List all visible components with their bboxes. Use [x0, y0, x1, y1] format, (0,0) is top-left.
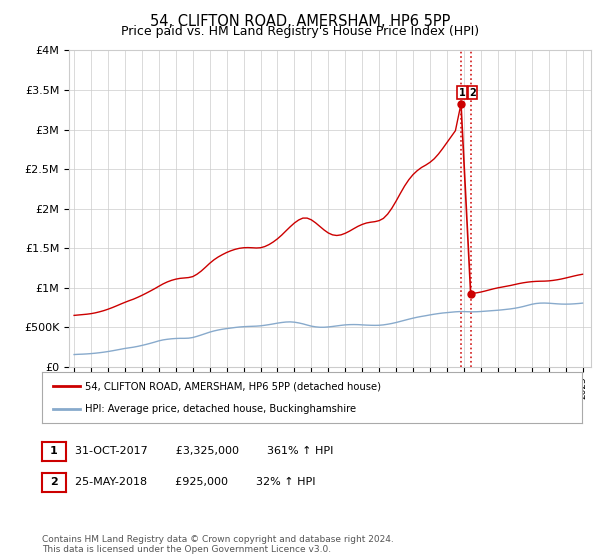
Text: 2: 2 — [469, 88, 476, 98]
Text: 54, CLIFTON ROAD, AMERSHAM, HP6 5PP (detached house): 54, CLIFTON ROAD, AMERSHAM, HP6 5PP (det… — [85, 381, 381, 391]
Text: 25-MAY-2018        £925,000        32% ↑ HPI: 25-MAY-2018 £925,000 32% ↑ HPI — [75, 477, 316, 487]
Text: 54, CLIFTON ROAD, AMERSHAM, HP6 5PP: 54, CLIFTON ROAD, AMERSHAM, HP6 5PP — [150, 14, 450, 29]
Text: 1: 1 — [50, 446, 58, 456]
Text: 2: 2 — [50, 477, 58, 487]
Text: HPI: Average price, detached house, Buckinghamshire: HPI: Average price, detached house, Buck… — [85, 404, 356, 414]
Text: 31-OCT-2017        £3,325,000        361% ↑ HPI: 31-OCT-2017 £3,325,000 361% ↑ HPI — [75, 446, 334, 456]
Text: Contains HM Land Registry data © Crown copyright and database right 2024.
This d: Contains HM Land Registry data © Crown c… — [42, 535, 394, 554]
Text: 1: 1 — [458, 88, 465, 98]
Text: Price paid vs. HM Land Registry's House Price Index (HPI): Price paid vs. HM Land Registry's House … — [121, 25, 479, 38]
